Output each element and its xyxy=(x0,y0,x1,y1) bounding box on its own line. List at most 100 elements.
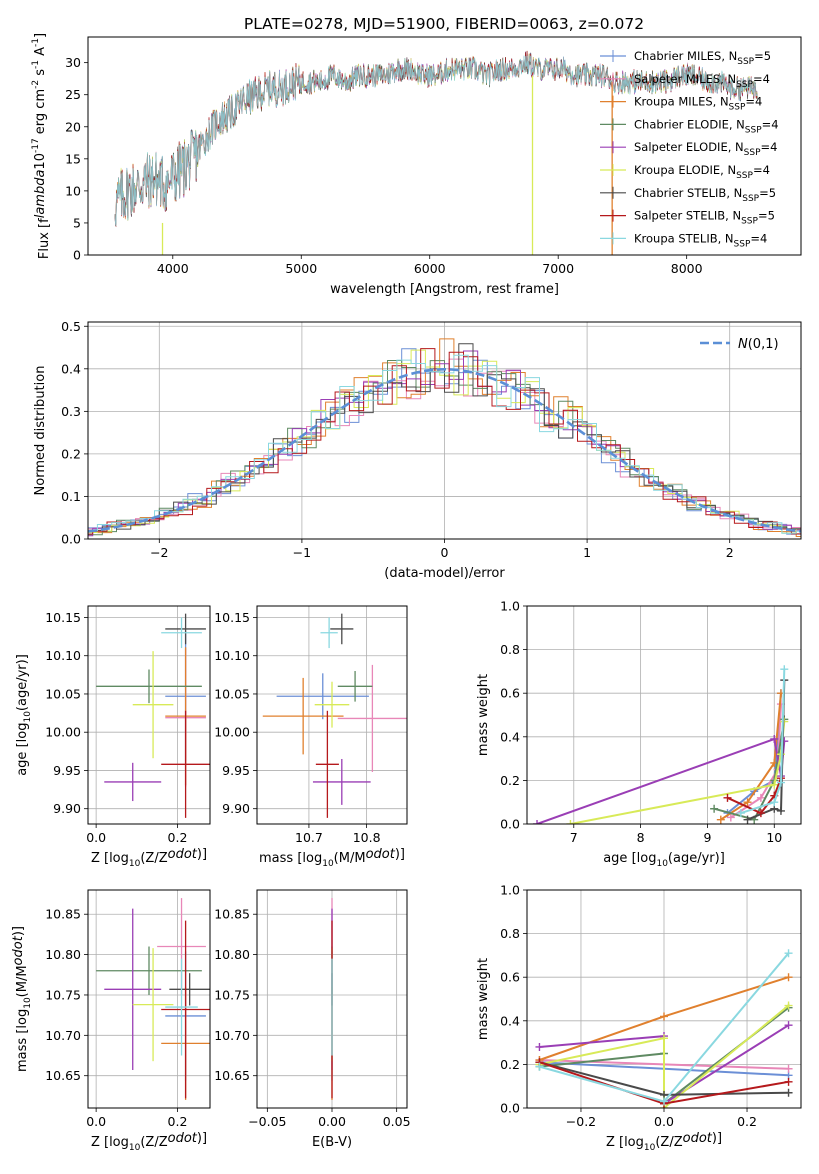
y-tick-label: 9.90 xyxy=(222,801,250,816)
spectrum-lines xyxy=(114,50,758,255)
y-tick-label: 9.95 xyxy=(53,763,81,778)
errorbar-point xyxy=(96,669,202,704)
x-axis-label: mass [log10(M/Modot)] xyxy=(259,847,405,869)
spectrum-series-line xyxy=(114,55,758,227)
weight-series-line xyxy=(740,669,786,815)
weight-point-marker xyxy=(784,1088,793,1097)
weight-series-line xyxy=(713,719,786,821)
weight-point-marker xyxy=(710,804,719,813)
y-tick-label: 1.0 xyxy=(500,883,520,898)
x-tick-label: 0.2 xyxy=(168,830,188,845)
x-tick-label: 5000 xyxy=(285,261,317,276)
x-tick-label: −2 xyxy=(150,545,168,560)
errorbar-point xyxy=(161,617,202,649)
y-tick-label: 10.75 xyxy=(214,987,250,1002)
x-tick-label: 0.0 xyxy=(654,1114,674,1129)
y-axis-label: mass [log10(M/Modot)] xyxy=(11,926,33,1072)
y-tick-label: 10.10 xyxy=(214,648,250,663)
y-tick-label: 20 xyxy=(65,119,81,134)
axes-frame xyxy=(87,36,802,256)
x-tick-label: 0 xyxy=(441,545,449,560)
age-vs-mass-panel: 10.7 10.8 9.90 9.95 10.00 10.05 10.10 10.15 mass… xyxy=(214,605,408,869)
x-tick-label: 10.8 xyxy=(353,830,381,845)
errorbar-points xyxy=(262,613,407,818)
weight-point-marker xyxy=(776,778,785,787)
errorbar-point xyxy=(262,677,344,755)
y-tick-label: 30 xyxy=(65,55,81,70)
x-tick-label: 0.2 xyxy=(737,1114,757,1129)
y-tick-label: 10.85 xyxy=(214,907,250,922)
y-tick-label: 9.95 xyxy=(222,763,250,778)
y-tick-label: 0.6 xyxy=(500,970,520,985)
legend-entry: Chabrier MILES, NSSP=5 xyxy=(634,49,771,67)
y-tick-label: 0.2 xyxy=(500,773,520,788)
y-tick-label: 0.3 xyxy=(61,404,81,419)
x-axis-label: (data-model)/error xyxy=(384,566,505,581)
residuals-legend: N(0,1) xyxy=(700,337,779,352)
y-tick-label: 0.2 xyxy=(500,1057,520,1072)
errorbar-point xyxy=(315,710,339,818)
weight-point-marker xyxy=(660,1012,668,1021)
y-tick-label: 0 xyxy=(73,248,81,263)
x-tick-label: −0.05 xyxy=(248,1114,286,1129)
y-tick-label: 0.5 xyxy=(61,319,81,334)
y-tick-label: 10.80 xyxy=(214,947,250,962)
x-tick-label: 10.7 xyxy=(295,830,323,845)
y-tick-label: 0.4 xyxy=(500,1013,520,1028)
x-tick-label: 0.00 xyxy=(318,1114,346,1129)
y-tick-label: 10.15 xyxy=(45,610,81,625)
x-tick-label: 10 xyxy=(766,830,782,845)
y-tick-label: 0.1 xyxy=(61,489,81,504)
weight-point-marker xyxy=(736,809,745,818)
spectrum-legend: Chabrier MILES, NSSP=5 Salpeter MILES, NS… xyxy=(600,49,779,249)
y-tick-label: 0.4 xyxy=(61,361,81,376)
legend-entry: Salpeter ELODIE, NSSP=4 xyxy=(634,140,777,158)
x-tick-label: 7000 xyxy=(542,261,574,276)
weight-point-marker xyxy=(756,809,765,818)
weight-point-marker xyxy=(770,798,779,807)
figure-title: PLATE=0278, MJD=51900, FIBERID=0063, z=0… xyxy=(244,15,644,33)
errorbar-point xyxy=(169,973,210,1006)
legend-entry: Chabrier STELIB, NSSP=5 xyxy=(634,186,776,204)
y-tick-label: 9.90 xyxy=(53,801,81,816)
weight-point-marker xyxy=(566,820,575,824)
errorbar-point xyxy=(314,681,350,728)
errorbar-point xyxy=(165,958,198,1056)
x-tick-label: 0.05 xyxy=(383,1114,411,1129)
x-tick-label: 9 xyxy=(703,830,711,845)
errorbar-point xyxy=(320,617,338,649)
axes-frame xyxy=(526,889,802,1109)
legend-entry: N(0,1) xyxy=(738,337,779,352)
weight-lines xyxy=(535,949,793,1108)
y-tick-label: 0.6 xyxy=(500,686,520,701)
weight-point-marker xyxy=(723,793,732,802)
x-tick-label: 7 xyxy=(570,830,578,845)
axes-frame xyxy=(256,889,408,1109)
weight-point-marker xyxy=(535,1042,544,1051)
y-tick-label: 0.2 xyxy=(61,446,81,461)
y-tick-label: 0.0 xyxy=(500,817,520,832)
y-tick-label: 10.10 xyxy=(45,648,81,663)
x-tick-label: −1 xyxy=(293,545,311,560)
x-tick-label: 0.0 xyxy=(86,830,106,845)
legend-entry: Kroupa ELODIE, NSSP=4 xyxy=(634,163,770,181)
y-tick-label: 10.05 xyxy=(45,686,81,701)
errorbar-point xyxy=(337,671,373,702)
legend-entry: Kroupa MILES, NSSP=4 xyxy=(634,95,762,113)
x-tick-label: 0.0 xyxy=(86,1114,106,1129)
legend-entry: Chabrier ELODIE, NSSP=4 xyxy=(634,117,779,135)
weight-point-marker xyxy=(716,815,725,824)
x-tick-label: 2 xyxy=(726,545,734,560)
y-tick-label: 0.0 xyxy=(500,1101,520,1116)
errorbar-point xyxy=(165,613,206,645)
weight-point-marker xyxy=(776,806,785,815)
y-tick-label: 10.75 xyxy=(45,987,81,1002)
mass-weight-vs-Z-panel: −0.2 0.0 0.2 0.0 0.2 0.4 0.6 0.8 1.0 Z [log10(Z/Z… xyxy=(476,883,802,1153)
y-tick-label: 10.00 xyxy=(214,725,250,740)
y-tick-label: 0.8 xyxy=(500,642,520,657)
y-tick-label: 10.05 xyxy=(214,686,250,701)
weight-series-line xyxy=(730,704,782,819)
weight-point-marker xyxy=(784,973,793,982)
axes-frame xyxy=(256,605,408,825)
